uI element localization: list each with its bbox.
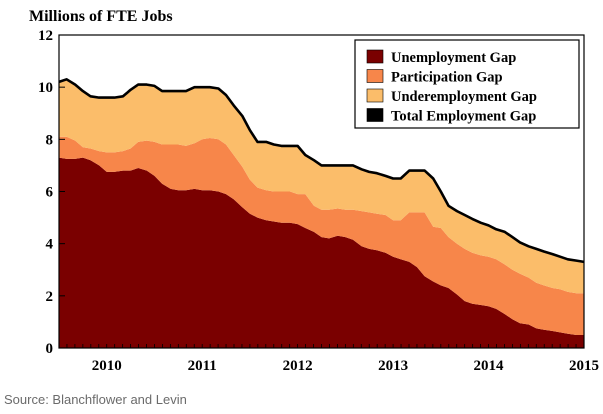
legend-label-unemployment-gap: Unemployment Gap — [391, 50, 516, 66]
y-tick-label: 0 — [46, 341, 54, 357]
source-note: Source: Blanchflower and Levin — [4, 392, 187, 407]
y-tick-label: 4 — [46, 237, 54, 253]
x-tick-label-2013: 2013 — [378, 358, 408, 374]
legend-label-participation-gap: Participation Gap — [391, 70, 503, 86]
y-tick-label: 8 — [46, 132, 54, 148]
y-tick-label: 12 — [38, 28, 53, 44]
y-tick-label: 2 — [46, 289, 54, 305]
legend-swatch-underemployment-gap — [366, 88, 384, 103]
y-axis-title: Millions of FTE Jobs — [29, 8, 173, 25]
legend-label-total-employment-gap: Total Employment Gap — [391, 109, 536, 125]
y-tick-label: 10 — [38, 80, 53, 96]
x-tick-label-2014: 2014 — [474, 358, 505, 374]
legend: Unemployment Gap Participation Gap Underem… — [354, 39, 580, 129]
area-unemployment-gap — [59, 157, 584, 348]
x-tick-label-2012: 2012 — [283, 358, 313, 374]
x-axis: 2010 2011 2012 2013 2014 2015 — [58, 344, 599, 374]
legend-swatch-unemployment-gap — [366, 49, 384, 64]
area-underemployment-gap — [59, 79, 584, 294]
y-axis: 0 2 4 6 8 10 12 — [38, 28, 65, 357]
x-tick-label-2011: 2011 — [188, 358, 217, 374]
legend-label-underemployment-gap: Underemployment Gap — [391, 89, 537, 105]
legend-swatch-participation-gap — [366, 69, 384, 83]
x-tick-label-2015: 2015 — [569, 358, 599, 374]
line-total-employment-gap — [58, 78, 585, 264]
legend-box — [354, 39, 580, 129]
stacked-areas — [58, 78, 585, 348]
area-participation-gap — [59, 136, 584, 335]
y-tick-label: 6 — [46, 185, 54, 201]
x-tick-label-2010: 2010 — [92, 358, 122, 374]
legend-swatch-total-employment-gap — [366, 108, 384, 122]
